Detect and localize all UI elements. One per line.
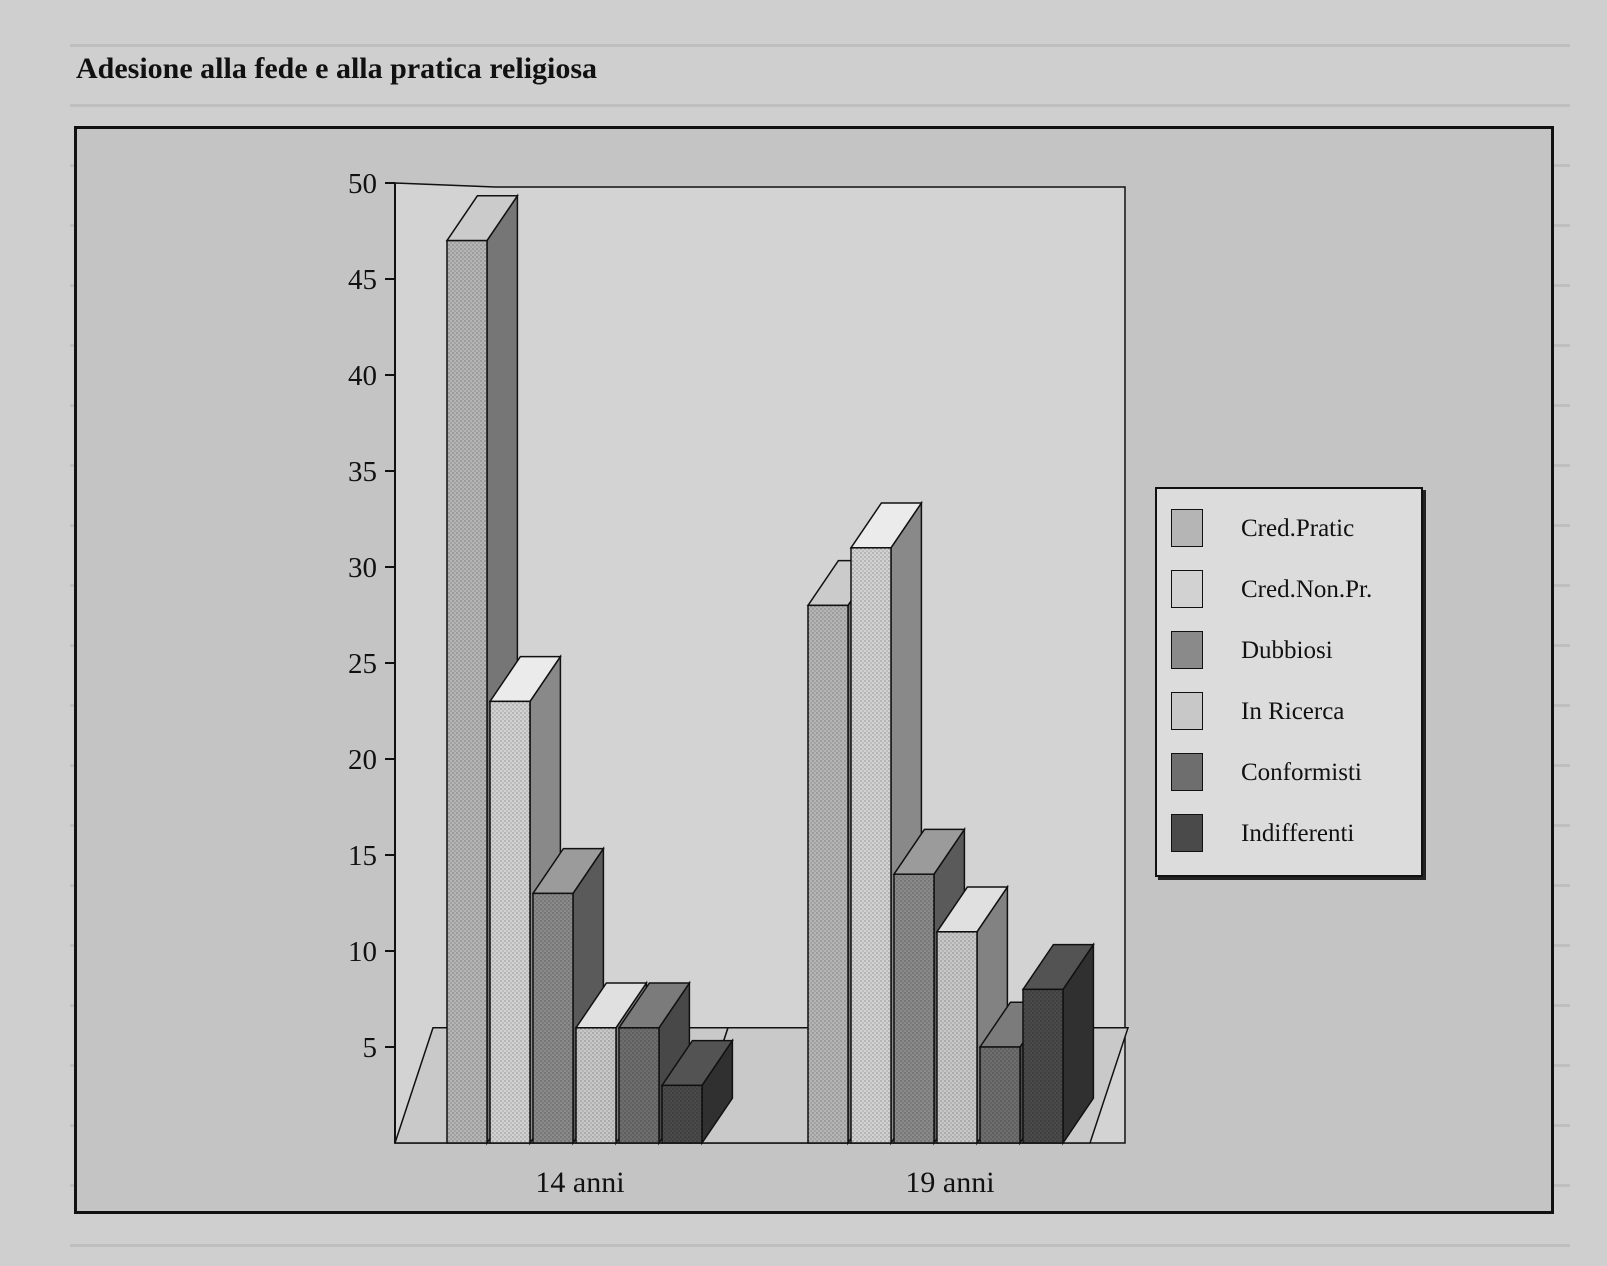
- legend-swatch: [1171, 814, 1203, 852]
- legend-item: Cred.Pratic: [1171, 509, 1416, 549]
- bar-texture: [447, 240, 487, 1144]
- y-tick-label: 20: [348, 744, 377, 776]
- bar-0-5: [660, 1038, 734, 1146]
- y-tick-label: 45: [348, 264, 377, 296]
- bar-texture: [490, 701, 530, 1143]
- bars-layer: [445, 193, 1095, 1146]
- legend-item: Dubbiosi: [1171, 631, 1416, 671]
- bar-texture: [662, 1085, 702, 1143]
- x-axis-labels: 14 anni 19 anni: [535, 1166, 994, 1199]
- legend-label: Indifferenti: [1241, 820, 1355, 847]
- bar-0-4: [617, 980, 691, 1146]
- y-tick-label: 50: [348, 168, 377, 200]
- y-tick-label: 10: [348, 936, 377, 968]
- legend-swatch: [1171, 692, 1203, 730]
- legend-swatch: [1171, 509, 1203, 547]
- legend-item: Conformisti: [1171, 753, 1416, 793]
- legend-item: Cred.Non.Pr.: [1171, 570, 1416, 610]
- bar-texture: [808, 605, 848, 1143]
- y-tick-label: 5: [363, 1032, 378, 1064]
- bar-texture: [576, 1027, 616, 1143]
- legend-swatch: [1171, 631, 1203, 669]
- legend-item: In Ricerca: [1171, 692, 1416, 732]
- legend-label: In Ricerca: [1241, 698, 1345, 725]
- chart-legend: Cred.Pratic Cred.Non.Pr. Dubbiosi In Ricerc…: [1155, 487, 1423, 877]
- bar-texture: [980, 1047, 1020, 1143]
- bar-1-5: [1021, 942, 1095, 1146]
- legend-swatch: [1171, 570, 1203, 608]
- y-tick-label: 15: [348, 840, 377, 872]
- legend-swatch: [1171, 753, 1203, 791]
- y-axis: 5 10 15 20 25 30 35 40 45 50: [348, 168, 396, 1143]
- bar-texture: [937, 931, 977, 1143]
- bar-texture: [619, 1027, 659, 1143]
- y-tick-label: 30: [348, 552, 377, 584]
- bar-texture: [1023, 989, 1063, 1143]
- legend-label: Conformisti: [1241, 759, 1362, 786]
- legend-label: Cred.Pratic: [1241, 515, 1355, 542]
- bar-texture: [533, 893, 573, 1143]
- bar-texture: [851, 547, 891, 1143]
- page-title: Adesione alla fede e alla pratica religi…: [76, 52, 598, 85]
- y-tick-label: 35: [348, 456, 377, 488]
- x-category-label: 19 anni: [905, 1166, 994, 1199]
- legend-item: Indifferenti: [1171, 814, 1416, 854]
- y-tick-label: 25: [348, 648, 377, 680]
- legend-label: Dubbiosi: [1241, 637, 1333, 664]
- x-category-label: 14 anni: [535, 1166, 624, 1199]
- y-tick-label: 40: [348, 360, 377, 392]
- legend-label: Cred.Non.Pr.: [1241, 576, 1373, 603]
- bar-texture: [894, 874, 934, 1143]
